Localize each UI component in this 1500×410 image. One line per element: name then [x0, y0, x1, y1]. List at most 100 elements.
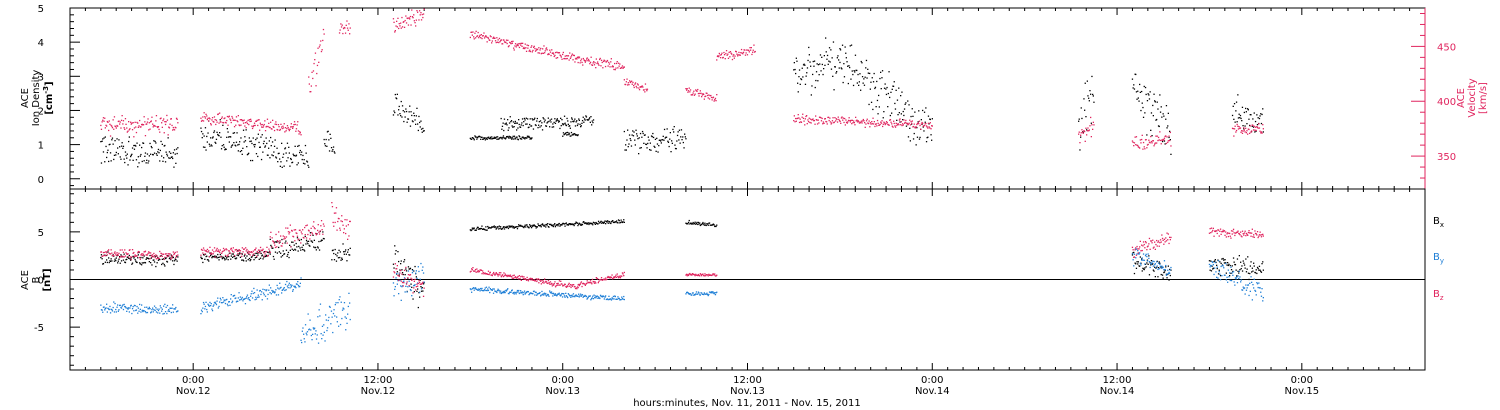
by-point [1159, 265, 1162, 267]
density-point [293, 154, 295, 157]
bx-point [597, 223, 599, 225]
velocity-point [268, 126, 270, 129]
density-point [290, 158, 292, 161]
density-point [1150, 129, 1152, 131]
bx-point [1169, 268, 1171, 271]
bx-point [616, 222, 618, 224]
by-point [206, 311, 208, 313]
density-point [257, 155, 259, 158]
bz-point [542, 280, 544, 282]
by-point [254, 299, 256, 301]
velocity-point [1140, 142, 1142, 144]
bz-point [399, 272, 401, 274]
bz-point [129, 249, 131, 251]
by-point [614, 295, 616, 298]
velocity-point [904, 122, 906, 124]
by-point [215, 302, 217, 304]
density-point [800, 78, 802, 80]
by-point [303, 338, 305, 340]
by-point [207, 303, 209, 305]
density-point [1252, 118, 1254, 120]
bz-point [619, 277, 622, 279]
density-point [508, 135, 510, 137]
bx-point [1257, 267, 1259, 270]
density-point [154, 140, 156, 143]
velocity-point [478, 35, 481, 37]
velocity-point [342, 32, 344, 35]
velocity-point [339, 29, 341, 31]
velocity-point [473, 38, 475, 40]
by-point [716, 291, 718, 293]
by-point [349, 302, 351, 304]
velocity-point [139, 119, 141, 122]
by-point [1251, 299, 1253, 301]
bx-point [503, 228, 506, 230]
density-point [585, 115, 587, 117]
velocity-point [829, 121, 832, 123]
by-point [563, 295, 566, 297]
by-point [339, 296, 341, 298]
bz-point [228, 250, 230, 252]
bx-point [409, 267, 412, 269]
velocity-point [1142, 141, 1145, 144]
bz-point [244, 253, 246, 255]
bx-point [497, 226, 499, 228]
density-point [422, 127, 424, 130]
density-point [1239, 117, 1241, 119]
velocity-point [725, 52, 727, 55]
by-point [325, 314, 327, 316]
by-point [255, 296, 257, 298]
velocity-point [316, 72, 318, 75]
velocity-point [1142, 148, 1144, 150]
density-point [101, 140, 103, 142]
density-point [526, 137, 528, 139]
density-point [654, 146, 656, 148]
bx-point [689, 222, 692, 224]
by-point [252, 292, 254, 295]
density-point [139, 155, 141, 157]
velocity-point [521, 45, 523, 47]
density-point [412, 121, 414, 123]
velocity-point [514, 43, 517, 45]
velocity-point [204, 117, 207, 119]
velocity-point [225, 122, 227, 124]
bx-point [113, 260, 116, 262]
bx-point [1142, 268, 1145, 270]
bx-point [414, 265, 416, 268]
velocity-point [474, 37, 477, 39]
velocity-point [699, 92, 701, 95]
density-point [267, 154, 269, 156]
density-point [804, 64, 806, 66]
density-point [328, 139, 330, 141]
by-point [266, 298, 269, 300]
bx-point [419, 296, 421, 298]
density-point [420, 128, 423, 130]
bz-point [1137, 252, 1139, 254]
bx-point [687, 223, 689, 225]
by-point [701, 292, 703, 294]
bx-point [253, 259, 255, 261]
density-point [1156, 118, 1158, 121]
by-point [1255, 294, 1257, 296]
velocity-point [693, 94, 696, 96]
density-point [909, 140, 911, 142]
bx-point [348, 254, 350, 256]
bx-point [117, 262, 119, 264]
bz-point [700, 273, 702, 276]
density-point [564, 133, 566, 135]
density-point [246, 146, 248, 148]
density-point [850, 78, 852, 80]
velocity-point [293, 121, 296, 123]
density-point [142, 142, 145, 144]
velocity-point [644, 91, 646, 93]
bz-point [564, 283, 566, 286]
velocity-point [507, 39, 509, 41]
bz-point [276, 246, 278, 248]
density-point [823, 55, 825, 57]
bx-point [295, 242, 297, 245]
velocity-point [133, 127, 136, 129]
bx-point [276, 252, 278, 254]
velocity-point [541, 52, 543, 54]
bx-point [685, 222, 687, 224]
bx-point [562, 222, 564, 224]
